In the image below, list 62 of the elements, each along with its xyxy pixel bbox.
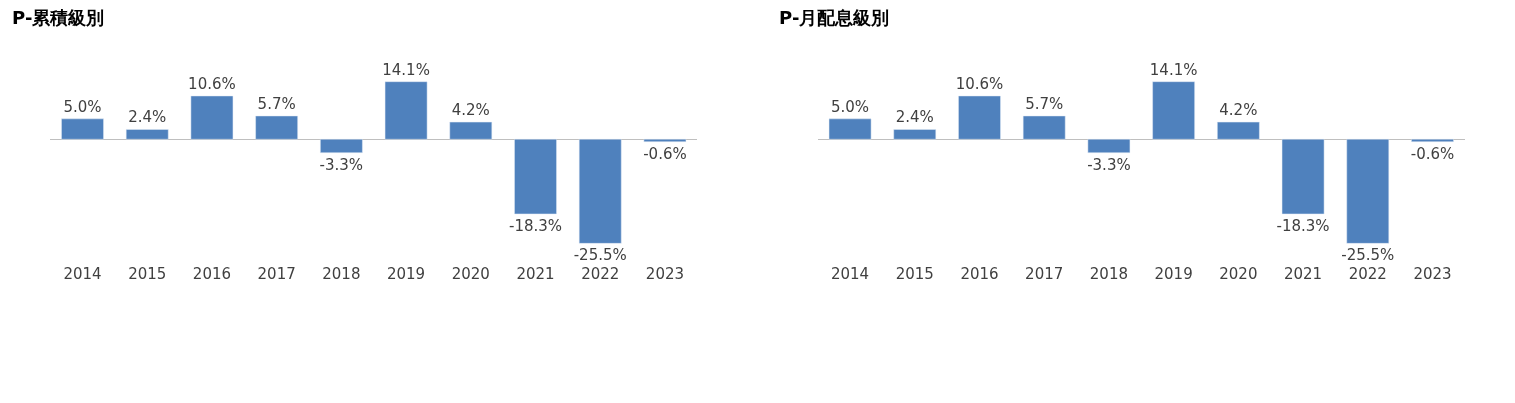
x-tick-label: 2015 <box>128 264 167 283</box>
bar <box>643 139 687 142</box>
bar <box>255 115 298 140</box>
chart-title: P-累積級別 <box>12 7 105 28</box>
data-label: -18.3% <box>508 216 563 235</box>
x-tick-label: 2020 <box>1219 264 1258 283</box>
bar <box>578 139 622 244</box>
data-label: 10.6% <box>955 74 1004 93</box>
data-label: 4.2% <box>451 101 490 120</box>
data-label: 5.0% <box>63 97 102 116</box>
x-tick-label: 2016 <box>192 264 232 283</box>
bar <box>1281 139 1325 215</box>
data-label: 10.6% <box>188 74 236 93</box>
data-label: -3.3% <box>1087 155 1131 174</box>
bar <box>958 95 1001 140</box>
data-label: 2.4% <box>895 108 934 127</box>
x-tick-label: 2019 <box>386 264 426 283</box>
x-tick-label: 2018 <box>322 264 361 283</box>
x-tick-label: 2020 <box>451 264 490 283</box>
bar <box>190 95 234 140</box>
bar <box>384 81 428 140</box>
data-label: 5.0% <box>831 97 870 116</box>
bar <box>1346 139 1390 244</box>
x-tick-label: 2023 <box>645 264 685 283</box>
bar <box>449 121 493 140</box>
x-tick-label: 2015 <box>895 264 934 283</box>
bar <box>125 129 169 140</box>
bar <box>320 139 363 153</box>
bar <box>1411 139 1454 142</box>
data-label: -3.3% <box>319 155 364 174</box>
data-label: 2.4% <box>128 108 167 127</box>
x-tick-label: 2018 <box>1089 264 1129 283</box>
bar <box>893 129 937 140</box>
x-tick-label: 2017 <box>1025 264 1064 283</box>
bar <box>1217 121 1260 140</box>
bar <box>1022 115 1066 140</box>
x-tick-label: 2019 <box>1154 264 1193 283</box>
x-tick-label: 2021 <box>516 264 555 283</box>
bar <box>1087 139 1131 153</box>
data-label: 14.1% <box>382 60 430 79</box>
bar <box>1152 81 1195 140</box>
bar <box>514 139 557 215</box>
x-tick-label: 2022 <box>581 264 620 283</box>
x-tick-label: 2023 <box>1413 264 1452 283</box>
data-label: 5.7% <box>1025 94 1064 113</box>
x-tick-label: 2014 <box>63 264 102 283</box>
data-label: 14.1% <box>1149 60 1198 79</box>
x-tick-label: 2017 <box>257 264 296 283</box>
x-tick-label: 2021 <box>1283 264 1323 283</box>
x-tick-label: 2014 <box>830 264 870 283</box>
data-label: 4.2% <box>1219 101 1258 120</box>
bar <box>61 118 104 140</box>
data-label: -18.3% <box>1276 216 1330 235</box>
x-tick-label: 2022 <box>1348 264 1387 283</box>
data-label: -25.5% <box>1341 246 1395 265</box>
data-label: -0.6% <box>643 144 687 163</box>
data-label: -0.6% <box>1410 144 1455 163</box>
bar <box>828 118 872 140</box>
chart-title: P-月配息級別 <box>779 7 890 28</box>
data-label: 5.7% <box>257 94 296 113</box>
data-label: -25.5% <box>573 246 627 265</box>
x-tick-label: 2016 <box>960 264 999 283</box>
